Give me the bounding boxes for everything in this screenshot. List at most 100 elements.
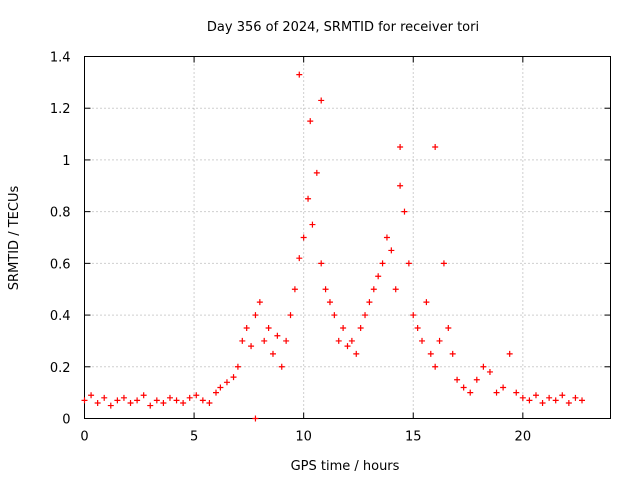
y-tick-label: 0.4 [50, 309, 71, 324]
data-point [375, 273, 382, 280]
data-point [239, 337, 246, 344]
data-point [519, 394, 526, 401]
chart-title: Day 356 of 2024, SRMTID for receiver tor… [207, 20, 479, 35]
data-point [344, 343, 351, 350]
data-point [199, 397, 206, 404]
data-point [256, 299, 263, 306]
data-point [331, 312, 338, 319]
data-point [94, 399, 101, 406]
data-point [388, 247, 395, 254]
y-tick-label: 1.4 [50, 51, 71, 66]
data-point [370, 286, 377, 293]
data-point [366, 299, 373, 306]
data-point [81, 397, 88, 404]
data-point [147, 402, 154, 409]
data-point [326, 299, 333, 306]
data-point [318, 97, 325, 104]
data-point [127, 399, 134, 406]
data-point [579, 397, 586, 404]
data-point [307, 118, 314, 125]
axis-ticks: 0 5 10 15 20 0 0.2 0.4 0.6 0.8 1 1.2 1.4 [50, 51, 611, 445]
y-tick-label: 0.8 [50, 206, 71, 221]
x-axis-label: GPS time / hours [291, 459, 400, 474]
data-point [552, 397, 559, 404]
data-point [252, 415, 259, 422]
y-tick-label: 0.6 [50, 257, 71, 272]
data-point [160, 399, 167, 406]
data-point [305, 195, 312, 202]
data-point [114, 397, 121, 404]
data-point [392, 286, 399, 293]
y-tick-label: 1 [62, 154, 70, 169]
data-point [269, 350, 276, 357]
data-point [223, 379, 230, 386]
data-point [423, 299, 430, 306]
data-point [397, 144, 404, 150]
data-point [414, 325, 421, 331]
data-point [506, 350, 513, 357]
data-point [500, 384, 507, 391]
data-point [252, 312, 259, 319]
data-point [432, 144, 439, 150]
data-point [230, 374, 237, 381]
data-point [335, 337, 342, 344]
data-point [454, 376, 461, 383]
data-point [440, 260, 447, 267]
data-point [120, 394, 127, 401]
x-tick-label: 10 [295, 430, 312, 445]
data-point [213, 389, 219, 396]
data-point [180, 399, 187, 406]
data-point [432, 363, 439, 370]
data-point [559, 392, 566, 399]
data-point [206, 399, 213, 406]
data-point [283, 337, 290, 344]
data-point [526, 397, 533, 404]
data-point [153, 397, 160, 404]
data-point [217, 384, 224, 391]
x-tick-label: 20 [515, 430, 532, 445]
data-point [449, 350, 456, 357]
data-point [565, 399, 572, 406]
data-point [486, 368, 493, 375]
data-point [410, 312, 417, 319]
data-point [313, 169, 320, 176]
data-point [379, 260, 386, 267]
data-point [140, 392, 147, 399]
data-point [88, 392, 95, 399]
plot-frame [84, 56, 611, 419]
data-point [261, 337, 268, 344]
x-tick-label: 5 [190, 430, 198, 445]
data-points [81, 71, 586, 422]
data-point [265, 325, 272, 331]
data-point [186, 394, 193, 401]
data-point [309, 221, 316, 228]
data-point [173, 397, 180, 404]
data-point [287, 312, 294, 319]
data-point [353, 350, 360, 357]
data-point [427, 350, 434, 357]
data-point [296, 255, 303, 262]
x-tick-label: 0 [80, 430, 88, 445]
data-point [480, 363, 487, 370]
y-axis-label: SRMTID / TECUs [7, 186, 22, 291]
data-point [107, 402, 114, 409]
data-point [243, 325, 250, 331]
data-point [460, 384, 467, 391]
data-point [340, 325, 347, 331]
data-point [322, 286, 329, 293]
data-point [318, 260, 325, 267]
data-point [397, 182, 404, 189]
data-point [383, 234, 390, 241]
data-point [362, 312, 369, 319]
data-point [419, 337, 426, 344]
data-point [546, 394, 553, 401]
data-point [532, 392, 539, 399]
data-point [296, 71, 303, 78]
data-point [234, 363, 241, 370]
data-point [274, 332, 281, 339]
data-point [473, 376, 480, 383]
data-point [436, 337, 443, 344]
data-point [401, 208, 408, 215]
data-point [134, 397, 141, 404]
y-tick-label: 1.2 [50, 102, 71, 117]
